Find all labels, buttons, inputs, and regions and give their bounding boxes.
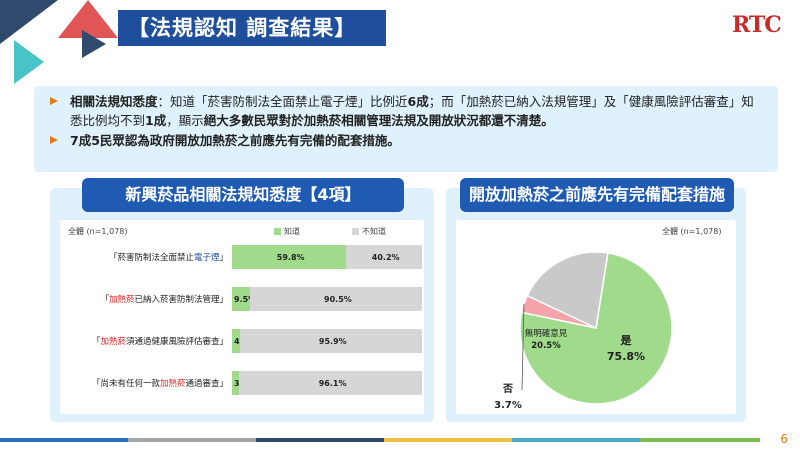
finding-bullet-1: 相關法規知悉度：知道「菸害防制法全面禁止電子煙」比例近6成；而「加熱菸已納入法規… xyxy=(50,92,766,130)
rtc-logo: RTC xyxy=(732,12,790,44)
bar-row: 「加熱菸已納入菸害防制法管理」 9.5% 90.5% xyxy=(60,282,424,316)
category-label-part: 加熱菸 xyxy=(108,295,135,305)
finding-bullet-2: 7成5民眾認為政府開放加熱菸之前應先有完備的配套措施。 xyxy=(50,131,766,150)
bar-row: 「菸害防制法全面禁止電子煙」 59.8% 40.2% xyxy=(60,240,424,274)
bar-row: 「尚未有任何一款加熱菸通過審查」 3.9%96.1% xyxy=(60,366,424,400)
finding-2-text: 7成5民眾認為政府開放加熱菸之前應先有完備的配套措施。 xyxy=(70,133,400,148)
legend-dont-know-swatch xyxy=(352,228,359,235)
decor-triangle-dark xyxy=(0,0,58,44)
category-label-part: 電子煙 xyxy=(193,253,220,263)
legend-dont-know-label: 不知道 xyxy=(362,227,386,236)
value-label-dont-know: 96.1% xyxy=(318,379,347,388)
bar-row: 「加熱菸須通過健康風險評估審查」 4.1%95.9% xyxy=(60,324,424,358)
finding-1-text-a: ：知道「菸害防制法全面禁止電子煙」比例近 xyxy=(157,94,408,109)
category-label-part: 「尚未有任何一款 xyxy=(91,379,160,389)
finding-1-text-b: ；而「加熱菸已納入法規管理」及「健康風險評估審查」知悉比例均不到 xyxy=(70,94,754,128)
bar-segment-know xyxy=(232,245,346,269)
bar-segment-dont-know xyxy=(239,371,422,395)
bar-segment-dont-know xyxy=(250,287,422,311)
category-label-part: 「 xyxy=(91,337,101,347)
category-label-part: 須通過健康風險評估審查」 xyxy=(125,337,228,347)
legend-know-label: 知道 xyxy=(284,227,300,236)
footer-bar-1 xyxy=(0,438,128,442)
bar-segment-know xyxy=(232,371,240,395)
finding-1-bold-b: 1成 xyxy=(145,113,167,128)
finding-1-bold-a: 6成 xyxy=(407,94,429,109)
category-label: 「加熱菸已納入菸害防制法管理」 xyxy=(60,293,228,305)
pie-value-no: 3.7% xyxy=(494,400,522,411)
measures-chart-panel: 開放加熱菸之前應先有完備配套措施 全體 (n=1,078) 是 75.8% 無明確意… xyxy=(446,178,746,422)
page-number: 6 xyxy=(780,432,788,446)
pie-value-unsure: 20.5% xyxy=(531,341,561,351)
pie-label-unsure: 無明確意見 xyxy=(525,328,568,339)
pie-chart: 是 75.8% 無明確意見 20.5% 否 3.7% xyxy=(494,251,673,411)
decor-triangle-navy xyxy=(82,30,106,58)
category-label-part: 「 xyxy=(100,295,109,305)
decor-triangle-teal xyxy=(14,40,44,84)
bar-segment-dont-know xyxy=(345,245,422,269)
category-label-part: 加熱菸 xyxy=(159,379,186,389)
stacked-bar: 59.8% 40.2% xyxy=(232,245,422,269)
category-label: 「尚未有任何一款加熱菸通過審查」 xyxy=(60,377,228,389)
awareness-chart-title: 新興菸品相關法規知悉度【4項】 xyxy=(82,178,404,212)
stacked-bar: 3.9%96.1% xyxy=(232,371,422,395)
footer-bar-6 xyxy=(640,438,760,442)
footer-bar-2 xyxy=(128,438,256,442)
category-label-part: 」 xyxy=(219,253,228,263)
awareness-base-label: 全體 (n=1,078) xyxy=(68,227,128,236)
value-label-dont-know: 40.2% xyxy=(371,253,400,262)
page-title: 【法規認知 調查結果】 xyxy=(118,10,386,46)
bar-segment-know xyxy=(232,329,240,353)
stacked-bar: 9.5% 90.5% xyxy=(232,287,422,311)
category-label: 「加熱菸須通過健康風險評估審查」 xyxy=(60,335,228,347)
pie-leader-line-no xyxy=(521,303,525,391)
awareness-chart: 全體 (n=1,078) 知道 不知道 「菸害防制法全面禁止電子煙」 59.8% 4… xyxy=(60,220,424,414)
measures-chart-title: 開放加熱菸之前應先有完備配套措施 xyxy=(460,178,734,212)
category-label-part: 已納入菸害防制法管理」 xyxy=(134,295,228,305)
value-label-know: 59.8% xyxy=(276,253,305,262)
pie-label-yes: 是 xyxy=(620,334,633,347)
finding-1-heading: 相關法規知悉度 xyxy=(70,94,158,109)
footer-bar-5 xyxy=(512,438,640,442)
logo-text: RTC xyxy=(732,12,782,38)
category-label-part: 「菸害防制法全面禁止 xyxy=(108,253,194,263)
pie-label-no: 否 xyxy=(502,383,513,395)
bar-segment-know xyxy=(232,287,251,311)
measures-base-label: 全體 (n=1,078) xyxy=(662,227,722,236)
legend-dont-know: 不知道 xyxy=(352,226,386,237)
stacked-bar: 4.1%95.9% xyxy=(232,329,422,353)
footer-bar-4 xyxy=(384,438,512,442)
bar-segment-dont-know xyxy=(239,329,422,353)
category-label-part: 加熱菸 xyxy=(100,337,126,347)
footer-bar-3 xyxy=(256,438,384,442)
awareness-chart-panel: 新興菸品相關法規知悉度【4項】 全體 (n=1,078) 知道 不知道 「菸害防… xyxy=(50,178,434,422)
value-label-dont-know: 90.5% xyxy=(324,295,352,304)
pie-value-yes: 75.8% xyxy=(607,350,645,363)
findings-box: 相關法規知悉度：知道「菸害防制法全面禁止電子煙」比例近6成；而「加熱菸已納入法規… xyxy=(34,86,778,172)
legend-know: 知道 xyxy=(274,226,300,237)
value-label-know: 9.5% xyxy=(234,295,257,304)
finding-1-text-c: ，顯示 xyxy=(166,113,204,128)
finding-1-bold-c: 絕大多數民眾對於加熱菸相關管理法規及開放狀況都還不清楚。 xyxy=(203,113,554,128)
category-label-part: 通過審查」 xyxy=(185,379,228,389)
category-label: 「菸害防制法全面禁止電子煙」 xyxy=(60,251,228,263)
value-label-dont-know: 95.9% xyxy=(318,337,347,346)
measures-chart: 全體 (n=1,078) 是 75.8% 無明確意見 20.5% 否 3.7% xyxy=(456,220,736,414)
legend-know-swatch xyxy=(274,228,281,235)
pie-slice xyxy=(526,251,609,330)
